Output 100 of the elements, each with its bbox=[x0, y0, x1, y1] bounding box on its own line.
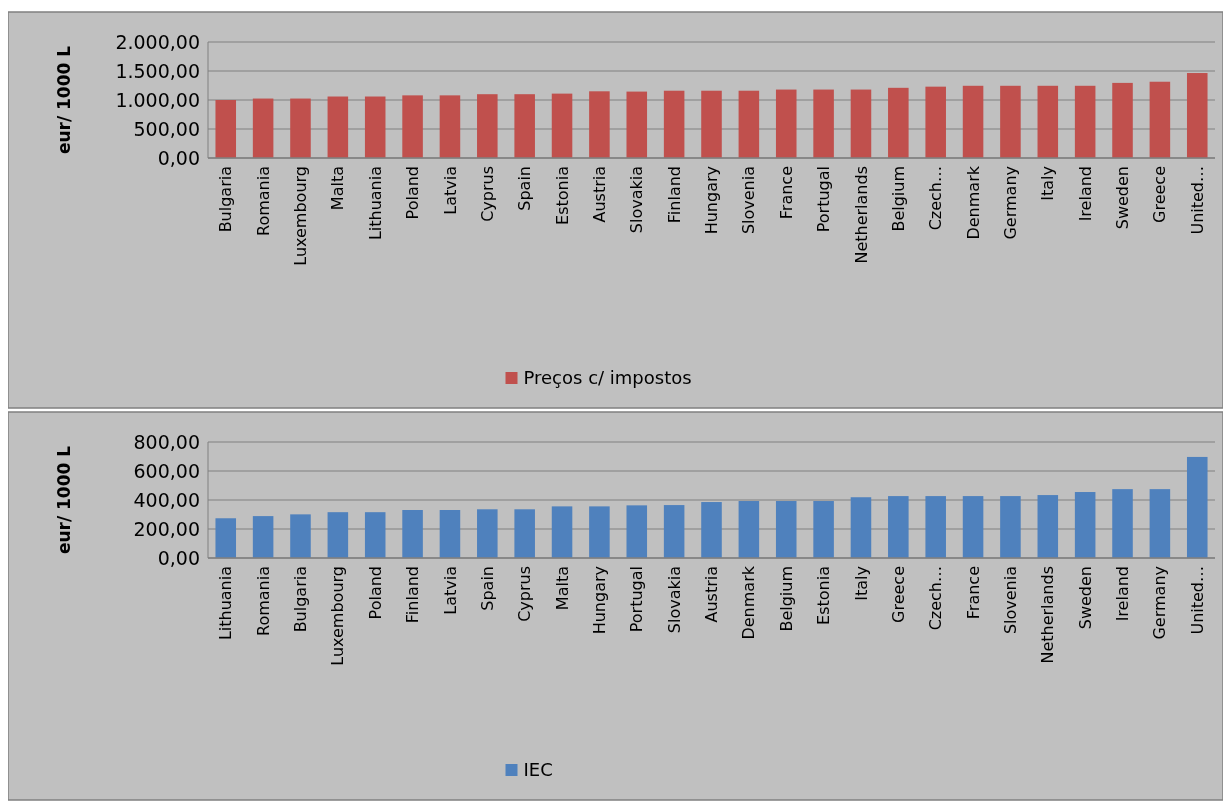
x-tick-label: Portugal bbox=[627, 566, 647, 633]
bar bbox=[1186, 73, 1208, 158]
x-tick-label: Czech… bbox=[926, 566, 946, 631]
y-tick-label: 500,00 bbox=[133, 117, 200, 140]
x-tick-label: Greece bbox=[888, 566, 908, 623]
bar bbox=[1074, 85, 1096, 158]
x-tick-label: Sweden bbox=[1075, 566, 1095, 630]
bar bbox=[1037, 85, 1059, 158]
legend-label: IEC bbox=[523, 759, 553, 781]
x-tick-label: Luxembourg bbox=[328, 566, 348, 666]
bar bbox=[290, 98, 311, 158]
bar bbox=[663, 505, 685, 558]
x-tick-label: Hungary bbox=[702, 166, 722, 235]
bar bbox=[701, 502, 722, 558]
bar bbox=[850, 497, 872, 558]
y-tick-label: 1.000,00 bbox=[115, 88, 200, 111]
x-tick-label: Cyprus bbox=[477, 166, 497, 222]
x-tick-label: Germany bbox=[1001, 166, 1021, 240]
y-tick-label: 200,00 bbox=[133, 517, 200, 540]
x-tick-label: Cyprus bbox=[515, 566, 535, 622]
x-tick-label: Lithuania bbox=[216, 566, 236, 641]
bar bbox=[1000, 85, 1021, 158]
x-tick-label: Sweden bbox=[1113, 166, 1133, 230]
x-tick-label: Romania bbox=[253, 166, 273, 236]
bar bbox=[813, 89, 834, 158]
x-tick-label: Slovenia bbox=[739, 166, 759, 235]
x-tick-label: Slovenia bbox=[1001, 566, 1021, 635]
bar bbox=[850, 89, 872, 158]
bar bbox=[514, 509, 535, 558]
bar bbox=[402, 95, 423, 158]
bar bbox=[252, 98, 274, 158]
bar bbox=[215, 518, 237, 558]
x-tick-label: Denmark bbox=[739, 565, 759, 640]
x-tick-label: Poland bbox=[365, 566, 385, 620]
x-tick-label: Austria bbox=[702, 566, 722, 623]
bar bbox=[962, 85, 984, 158]
bar bbox=[888, 496, 909, 558]
bar bbox=[738, 501, 760, 558]
bar bbox=[626, 505, 648, 558]
bar bbox=[738, 90, 760, 158]
x-tick-label: Portugal bbox=[814, 166, 834, 233]
x-tick-label: Netherlands bbox=[851, 166, 871, 264]
bar bbox=[888, 87, 909, 158]
bar bbox=[551, 506, 573, 558]
bar bbox=[775, 89, 797, 158]
x-tick-label: United… bbox=[1187, 166, 1207, 235]
x-tick-label: Hungary bbox=[590, 566, 609, 635]
x-tick-label: Finland bbox=[403, 566, 423, 624]
x-tick-label: France bbox=[963, 566, 983, 620]
x-tick-label: France bbox=[776, 166, 796, 220]
bar bbox=[663, 90, 685, 158]
x-tick-label: Estonia bbox=[552, 166, 572, 225]
x-tick-label: Greece bbox=[1150, 166, 1170, 223]
x-tick-label: Italy bbox=[851, 566, 871, 601]
x-tick-label: Belgium bbox=[776, 566, 796, 632]
bar bbox=[701, 90, 722, 158]
x-tick-label: Italy bbox=[1038, 166, 1058, 201]
bar bbox=[514, 94, 535, 158]
x-tick-label: Latvia bbox=[440, 566, 460, 615]
bar bbox=[402, 510, 423, 558]
x-tick-label: Malta bbox=[328, 166, 348, 211]
y-tick-label: 2.000,00 bbox=[115, 30, 200, 53]
bar bbox=[589, 91, 610, 158]
x-tick-label: Spain bbox=[515, 166, 535, 211]
bar bbox=[1149, 81, 1171, 158]
x-tick-label: Spain bbox=[477, 566, 497, 611]
bar bbox=[925, 496, 946, 558]
y-tick-label: 600,00 bbox=[133, 459, 200, 482]
bar bbox=[364, 96, 386, 158]
x-tick-label: Slovakia bbox=[664, 566, 684, 634]
bar bbox=[439, 95, 461, 158]
y-tick-label: 800,00 bbox=[133, 430, 200, 453]
bar bbox=[962, 496, 984, 558]
x-tick-label: Luxembourg bbox=[291, 166, 311, 266]
x-tick-label: Lithuania bbox=[365, 166, 385, 241]
bar bbox=[1112, 489, 1133, 558]
x-tick-label: Denmark bbox=[963, 165, 983, 240]
x-tick-label: Bulgaria bbox=[216, 166, 236, 233]
bar bbox=[1186, 456, 1208, 558]
x-tick-label: Czech… bbox=[926, 166, 946, 231]
y-tick-label: 0,00 bbox=[157, 546, 200, 569]
bar bbox=[439, 510, 461, 558]
bar bbox=[477, 94, 498, 158]
legend-label: Preços c/ impostos bbox=[523, 367, 692, 389]
x-tick-label: Belgium bbox=[888, 166, 908, 232]
x-tick-label: Ireland bbox=[1075, 166, 1095, 222]
bar bbox=[1037, 495, 1059, 558]
bar bbox=[775, 501, 797, 558]
x-tick-label: Latvia bbox=[440, 166, 460, 215]
bar bbox=[290, 514, 311, 558]
bar bbox=[215, 100, 237, 158]
bar bbox=[1074, 492, 1096, 558]
x-tick-label: Austria bbox=[590, 166, 609, 223]
bar bbox=[1149, 489, 1171, 558]
x-tick-label: Slovakia bbox=[627, 166, 647, 234]
y-tick-label: 1.500,00 bbox=[115, 59, 200, 82]
bar bbox=[813, 501, 834, 558]
y-tick-label: 0,00 bbox=[157, 146, 200, 169]
x-tick-label: Estonia bbox=[814, 566, 834, 625]
bar bbox=[364, 512, 386, 558]
